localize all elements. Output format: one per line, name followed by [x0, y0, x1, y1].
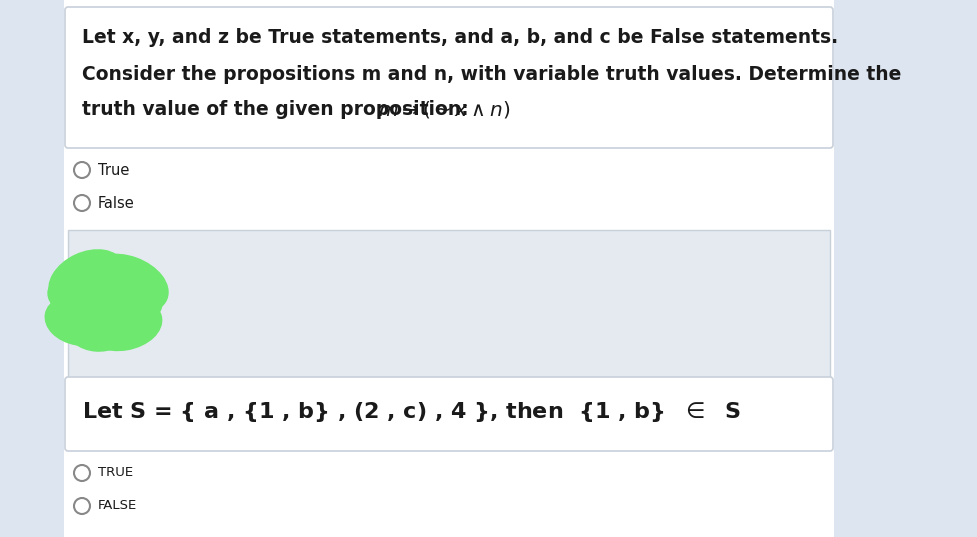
Ellipse shape: [45, 295, 114, 345]
Text: Let x, y, and z be True statements, and a, b, and c be False statements.: Let x, y, and z be True statements, and …: [82, 28, 838, 47]
Text: FALSE: FALSE: [98, 499, 137, 512]
Text: True: True: [98, 163, 129, 178]
Ellipse shape: [67, 309, 127, 351]
Ellipse shape: [84, 297, 161, 351]
Text: Consider the propositions m and n, with variable truth values. Determine the: Consider the propositions m and n, with …: [82, 65, 902, 84]
FancyBboxPatch shape: [65, 7, 833, 148]
Ellipse shape: [108, 287, 162, 326]
Text: Let $\mathbf{S}$ = { a , {1 , b} , (2 , c) , 4 }, then  {1 , b}  $\in$  $\mathbf: Let $\mathbf{S}$ = { a , {1 , b} , (2 , …: [82, 400, 741, 424]
Text: truth value of the given proposition:: truth value of the given proposition:: [82, 100, 475, 119]
FancyBboxPatch shape: [64, 0, 834, 537]
Ellipse shape: [86, 255, 168, 314]
Ellipse shape: [49, 250, 125, 310]
Ellipse shape: [53, 262, 157, 342]
Text: $\mathit{m}\rightarrow(\sim \mathit{x}\wedge \mathit{n})$: $\mathit{m}\rightarrow(\sim \mathit{x}\w…: [378, 99, 510, 120]
FancyBboxPatch shape: [68, 230, 830, 385]
FancyBboxPatch shape: [65, 377, 833, 451]
Ellipse shape: [48, 277, 102, 317]
Text: TRUE: TRUE: [98, 466, 133, 479]
Text: False: False: [98, 196, 135, 211]
